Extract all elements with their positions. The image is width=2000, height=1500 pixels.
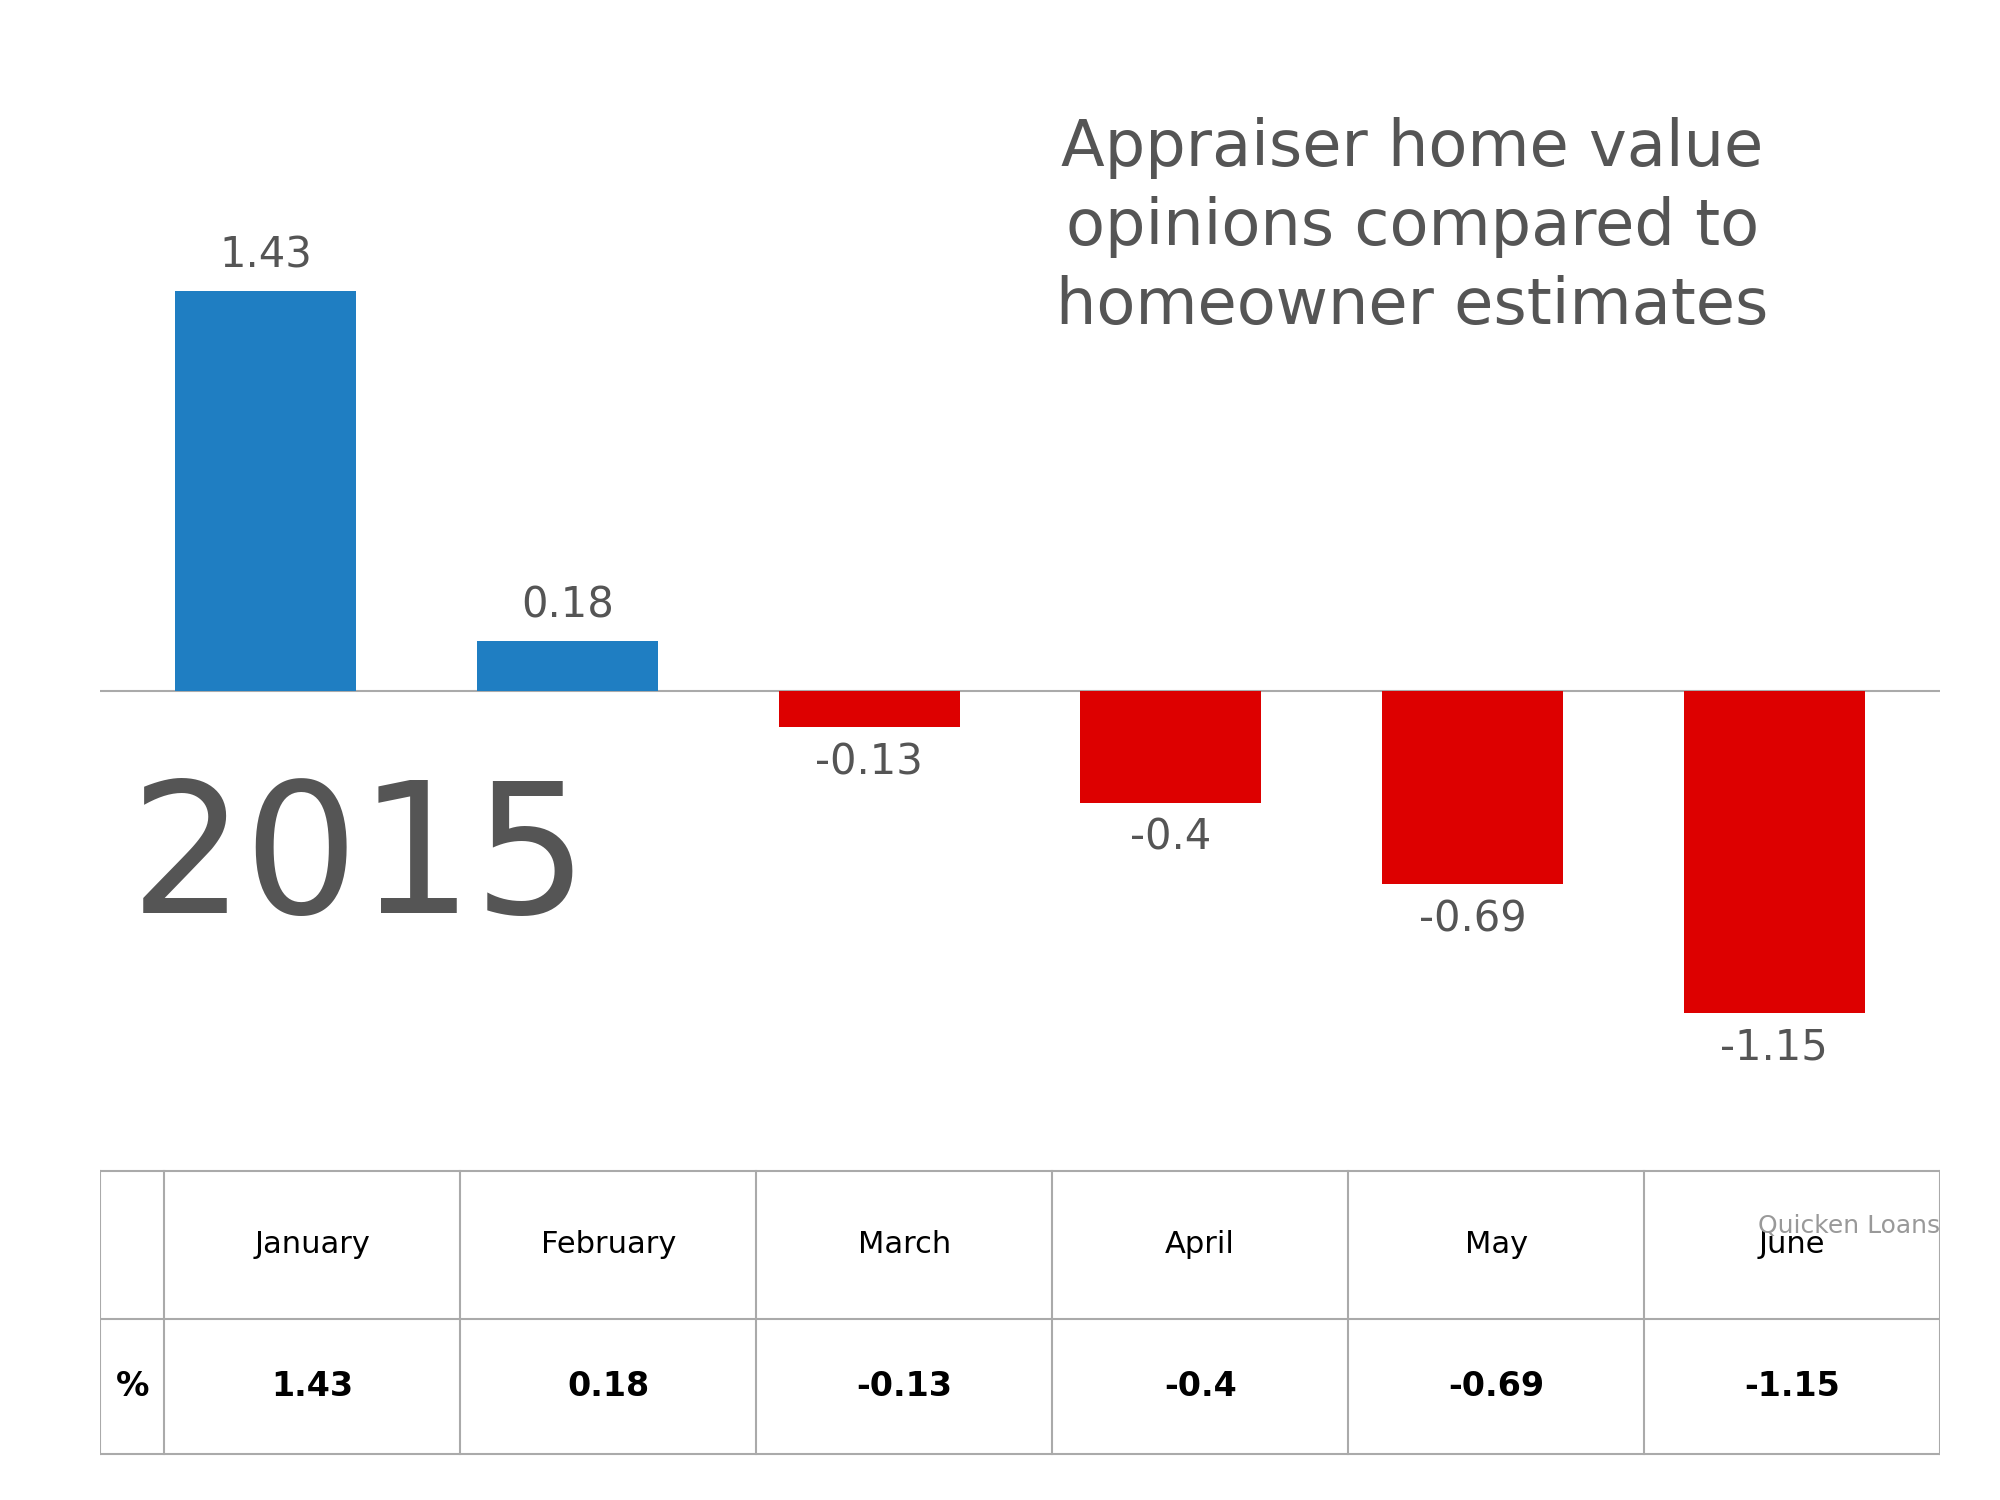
Bar (1684, 692, 1864, 1012)
Text: Quicken Loans: Quicken Loans (1758, 1214, 1940, 1237)
Text: -1.15: -1.15 (1744, 1370, 1840, 1402)
Text: 1.43: 1.43 (220, 234, 312, 276)
Bar (778, 692, 960, 728)
Text: June: June (1758, 1230, 1826, 1260)
Bar (176, 291, 356, 692)
Text: February: February (540, 1230, 676, 1260)
Text: -1.15: -1.15 (1720, 1028, 1828, 1069)
Text: March: March (858, 1230, 950, 1260)
Bar (1080, 692, 1262, 802)
Text: May: May (1464, 1230, 1528, 1260)
Text: -0.4: -0.4 (1130, 818, 1212, 860)
Text: January: January (254, 1230, 370, 1260)
Text: -0.69: -0.69 (1448, 1370, 1544, 1402)
Text: Appraiser home value
opinions compared to
homeowner estimates: Appraiser home value opinions compared t… (1056, 117, 1768, 338)
Text: -0.69: -0.69 (1418, 898, 1526, 940)
Bar (478, 640, 658, 692)
Text: 0.18: 0.18 (522, 585, 614, 627)
Text: -0.13: -0.13 (856, 1370, 952, 1402)
Bar (1382, 692, 1562, 883)
Text: 1.43: 1.43 (272, 1370, 354, 1402)
Text: -0.4: -0.4 (1164, 1370, 1236, 1402)
Text: April: April (1166, 1230, 1236, 1260)
Text: 0.18: 0.18 (568, 1370, 650, 1402)
Text: %: % (116, 1370, 148, 1402)
Text: -0.13: -0.13 (816, 741, 924, 783)
Text: 2015: 2015 (130, 776, 590, 951)
